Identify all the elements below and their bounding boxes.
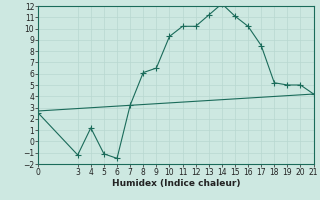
X-axis label: Humidex (Indice chaleur): Humidex (Indice chaleur): [112, 179, 240, 188]
